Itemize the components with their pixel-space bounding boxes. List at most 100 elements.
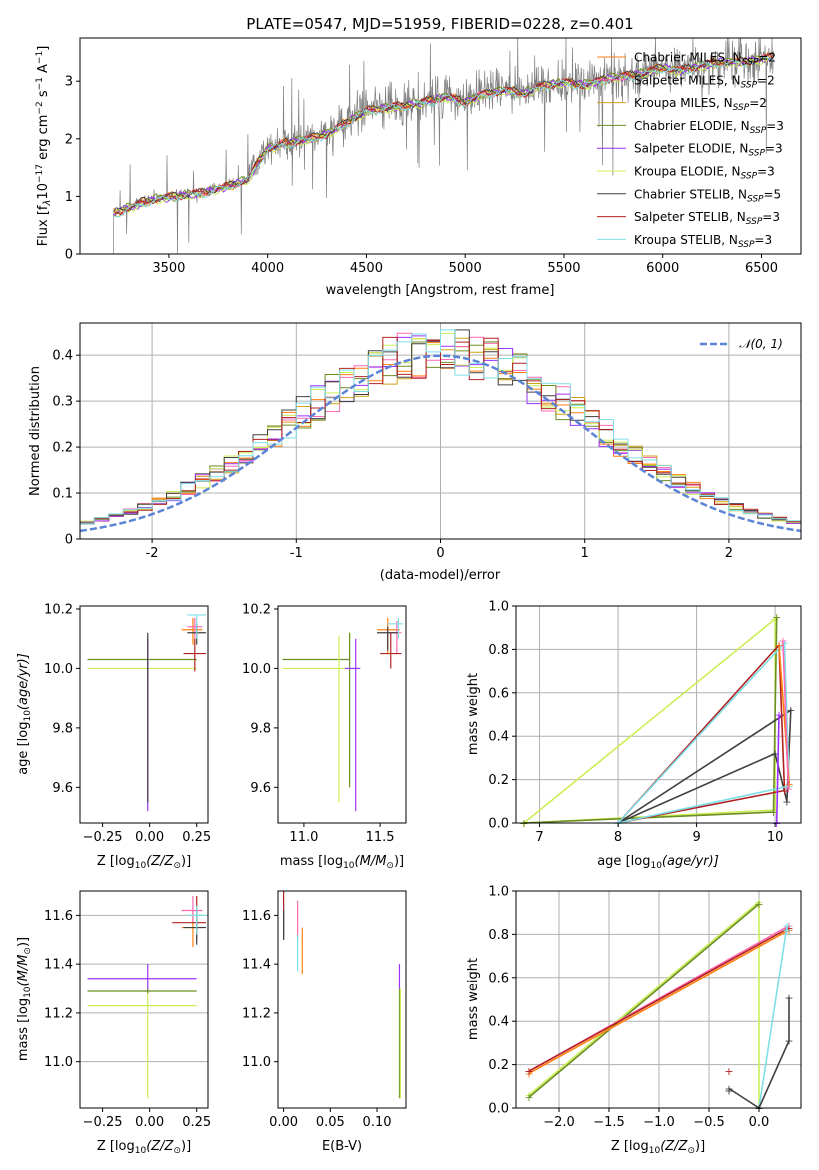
legend-label: Salpeter STELIB, NSSP=3 <box>634 210 780 227</box>
mass-weight-marker: + <box>724 1082 733 1095</box>
weight-vs-metallicity-x-axis-label: Z [log10(Z/Z⊙)] <box>611 1139 705 1156</box>
mass-vs-extinction-axes-frame <box>277 890 407 1109</box>
mass-vs-metallicity-y-axis-label: mass [log10(M/M⊙)] <box>16 937 33 1061</box>
y-tick-label: 2 <box>65 132 73 147</box>
legend-label: Kroupa STELIB, NSSP=3 <box>634 233 772 250</box>
mass-weight-marker: + <box>782 795 791 808</box>
mass-weight-marker: + <box>770 613 779 626</box>
mass-weight-marker: + <box>754 898 763 911</box>
y-tick-label: 11.4 <box>242 958 271 973</box>
mass-weight-marker: + <box>784 924 793 937</box>
mass-vs-metallicity-panel: −0.25 0.00 0.25 11.0 11.2 11.4 11.6 Z [log10(Z… <box>16 890 211 1156</box>
age-vs-metallicity-axes-frame <box>79 605 209 824</box>
mass-weight-marker: + <box>754 896 763 909</box>
spectrum-model-line <box>113 55 773 218</box>
y-tick-label: 11.0 <box>44 1055 73 1070</box>
spectrum-model-line <box>113 53 773 212</box>
mass-weight-marker: + <box>524 1065 533 1078</box>
residuals-y-axis-label: Normed distribution <box>28 366 43 496</box>
mass-weight-marker: + <box>784 920 793 933</box>
mass-weight-marker: + <box>784 991 793 1004</box>
age-vs-mass-axes-frame <box>277 605 407 824</box>
weight-vs-age-x-axis-label: age [log10(age/yr)] <box>597 854 719 871</box>
x-tick-label: −0.5 <box>693 1115 725 1130</box>
weight-vs-age-panel: ++++++++++++++++++++++++++ 7 8 9 10 0.0 0.2 0.… <box>466 600 802 871</box>
mass-weight-line <box>617 640 791 824</box>
y-tick-label: 0.2 <box>488 773 509 788</box>
y-tick-label: 10.0 <box>44 662 73 677</box>
residuals-gaussian <box>79 354 802 533</box>
x-tick-label: 0.25 <box>182 830 211 845</box>
legend-label: Kroupa ELODIE, NSSP=3 <box>634 165 775 182</box>
x-tick-label: 0.00 <box>269 1115 298 1130</box>
x-tick-label: 6500 <box>745 261 778 276</box>
mass-weight-line <box>775 714 780 824</box>
legend-label: Chabrier ELODIE, NSSP=3 <box>634 119 784 136</box>
weight-vs-age-lines: ++++++++++++++++++++++++++ <box>519 611 795 830</box>
mass-weight-marker: + <box>774 639 783 652</box>
mass-weight-marker: + <box>724 1085 733 1098</box>
weight-vs-metallicity-y-axis-label: mass weight <box>466 958 481 1040</box>
y-tick-label: 11.4 <box>44 958 73 973</box>
spectrum-axes-frame <box>79 37 802 255</box>
y-tick-label: 0.0 <box>488 1102 509 1117</box>
x-tick-label: 7 <box>535 830 543 845</box>
age-vs-metallicity-ticks: −0.25 0.00 0.25 9.6 9.8 10.0 10.2 <box>44 602 211 845</box>
mass-weight-marker: + <box>724 1065 733 1078</box>
x-tick-label: 0.0 <box>749 1115 770 1130</box>
y-tick-label: 9.6 <box>52 781 73 796</box>
x-tick-label: 1 <box>581 546 589 561</box>
mass-weight-line <box>523 616 778 824</box>
y-tick-label: 11.6 <box>242 909 271 924</box>
y-tick-label: 11.2 <box>44 1006 73 1021</box>
mass-vs-extinction-ticks: 0.00 0.05 0.10 11.0 11.2 11.4 11.6 <box>242 909 391 1130</box>
mass-weight-marker: + <box>524 1067 533 1080</box>
residuals-legend-gaussian-label: 𝒩(0, 1) <box>739 337 783 351</box>
x-tick-label: 2 <box>725 546 733 561</box>
mass-weight-marker: + <box>769 806 778 819</box>
weight-vs-age-ticks: 7 8 9 10 0.0 0.2 0.4 0.6 0.8 1.0 <box>488 600 783 846</box>
y-tick-label: 0.8 <box>488 643 509 658</box>
y-tick-label: 0.8 <box>488 928 509 943</box>
y-tick-label: 11.0 <box>242 1055 271 1070</box>
x-tick-label: −2.0 <box>543 1115 575 1130</box>
residuals-x-axis-label: (data-model)/error <box>380 568 501 583</box>
mass-weight-line <box>728 997 790 1110</box>
x-tick-label: 10 <box>767 830 784 845</box>
y-tick-label: 0 <box>65 533 73 548</box>
legend-label: Salpeter MILES, NSSP=2 <box>634 73 775 90</box>
x-tick-label: 0 <box>436 546 444 561</box>
mass-weight-marker: + <box>524 1065 533 1078</box>
spectrum-panel: 3500 4000 4500 5000 5500 6000 6500 0 1 2 3 wavelen… <box>35 36 802 298</box>
mass-weight-marker: + <box>524 1091 533 1104</box>
y-tick-label: 0.1 <box>52 487 73 502</box>
y-tick-label: 11.6 <box>44 909 73 924</box>
mass-weight-marker: + <box>770 804 779 817</box>
mass-weight-line <box>782 640 790 789</box>
x-tick-label: 4000 <box>251 261 284 276</box>
y-tick-label: 0.0 <box>488 817 509 832</box>
spectrum-ticks: 3500 4000 4500 5000 5500 6000 6500 0 1 2 3 <box>65 75 778 276</box>
spectrum-model-line <box>113 56 773 215</box>
legend-label: Chabrier STELIB, NSSP=5 <box>634 187 781 204</box>
y-tick-label: 9.6 <box>250 781 271 796</box>
weight-vs-metallicity-panel: ++++++++++++++++++++ −2.0 −1.5 −1.0 −0.5 0.0… <box>466 885 802 1156</box>
mass-weight-marker: + <box>524 1089 533 1102</box>
y-tick-label: 11.2 <box>242 1006 271 1021</box>
mass-weight-marker: + <box>780 637 789 650</box>
y-tick-label: 3 <box>65 75 73 90</box>
spectrum-model-line <box>113 53 773 216</box>
y-tick-label: 1.0 <box>488 885 509 900</box>
mass-weight-marker: + <box>782 920 791 933</box>
y-tick-label: 9.8 <box>250 721 271 736</box>
mass-weight-line <box>617 708 792 824</box>
residuals-histograms <box>79 329 802 539</box>
x-tick-label: 4500 <box>350 261 383 276</box>
residual-histogram <box>79 329 802 539</box>
x-tick-label: 8 <box>614 830 622 845</box>
age-vs-metallicity-x-axis-label: Z [log10(Z/Z⊙)] <box>97 854 191 871</box>
spectrum-legend: Chabrier MILES, NSSP=2 Salpeter MILES, NS… <box>597 51 784 250</box>
x-tick-label: 5000 <box>449 261 482 276</box>
y-tick-label: 0.6 <box>488 971 509 986</box>
